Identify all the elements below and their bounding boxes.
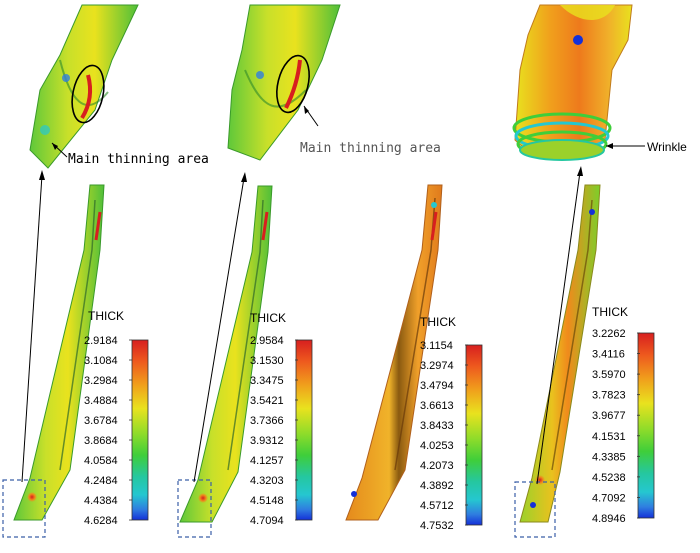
scale-2-tick-label: 3.5421 (250, 395, 284, 407)
scale-2-tick-label: 3.1530 (250, 355, 284, 367)
scale-4-tick-label: 3.9677 (592, 410, 626, 422)
scale-1-tick-label: 4.0584 (84, 455, 118, 467)
color-scale-3: THICK 3.1154 3.2974 3.4794 3.6613 3.8433 4.02… (420, 315, 483, 532)
scale-4-tick-label: 4.3385 (592, 451, 626, 463)
rod-4 (519, 184, 601, 523)
scale-3-tick-label: 4.5712 (420, 500, 454, 512)
scale-2-tick-label: 4.3203 (250, 475, 284, 487)
rod-1 (13, 184, 105, 521)
dashed-box-1 (2, 479, 46, 538)
scale-3-tick-label: 3.4794 (420, 380, 454, 392)
rod-2 (179, 185, 273, 523)
zoom-view-1 (29, 4, 139, 169)
scale-4-tick-label: 4.7092 (592, 492, 626, 504)
scale-2-tick-label: 3.7366 (250, 415, 284, 427)
scale-3-tick-label: 4.7532 (420, 520, 454, 532)
scale-1-tick-label: 2.9184 (84, 335, 118, 347)
label-wrinkle: Wrinkle (647, 140, 687, 154)
rod-3 (345, 184, 443, 521)
scale-2-tick-label: 2.9584 (250, 335, 284, 347)
scale-1-tick-label: 3.1084 (84, 355, 118, 367)
scale-1-tick-label: 4.4384 (84, 495, 118, 507)
scale-3-tick-label: 4.0253 (420, 440, 454, 452)
zoom-view-2 (227, 4, 341, 161)
scale-3-tick-label: 4.3892 (420, 480, 454, 492)
scale-1-tick-label: 4.6284 (84, 515, 118, 527)
scale-title-1: THICK (88, 309, 124, 323)
scale-3-tick-label: 4.2073 (420, 460, 454, 472)
color-scale-1: THICK 2.9184 3.1084 3.2984 3.4884 3.6784 3.86… (84, 309, 149, 527)
scale-3-tick-label: 3.1154 (420, 340, 453, 352)
scale-4-tick-label: 3.4116 (592, 349, 625, 361)
label-thinning-1: Main thinning area (68, 152, 209, 167)
scale-2-tick-label: 4.7094 (250, 515, 284, 527)
label-thinning-2: Main thinning area (300, 141, 441, 156)
scale-title-4: THICK (592, 305, 628, 319)
leader-line-1 (21, 174, 43, 483)
scale-4-tick-label: 3.5970 (592, 369, 626, 381)
scale-4-tick-label: 4.1531 (592, 431, 626, 443)
thinning-ellipse-1 (71, 64, 105, 124)
scale-4-tick-label: 4.8946 (592, 513, 626, 525)
scale-2-tick-label: 3.3475 (250, 375, 284, 387)
scale-title-2: THICK (250, 311, 286, 325)
scale-1-tick-label: 3.2984 (84, 375, 118, 387)
zoom-view-4 (512, 4, 633, 161)
scale-3-tick-label: 3.8433 (420, 420, 454, 432)
scale-1-tick-label: 3.6784 (84, 415, 118, 427)
thinning-ellipse-2 (276, 54, 310, 114)
scale-2-tick-label: 4.5148 (250, 495, 284, 507)
color-scale-2: THICK 2.9584 3.1530 3.3475 3.5421 3.7366 3.93… (250, 311, 313, 527)
color-scale-4: THICK 3.2262 3.4116 3.5970 3.7823 3.9677 4.15… (592, 305, 655, 525)
scale-2-tick-label: 4.1257 (250, 455, 284, 467)
scale-4-tick-label: 4.5238 (592, 472, 626, 484)
leader-line-4 (536, 171, 581, 485)
scale-4-tick-label: 3.7823 (592, 390, 626, 402)
scale-3-tick-label: 3.2974 (420, 360, 454, 372)
scale-3-tick-label: 3.6613 (420, 400, 454, 412)
scale-2-tick-label: 3.9312 (250, 435, 284, 447)
scale-1-tick-label: 3.4884 (84, 395, 118, 407)
scale-1-tick-label: 4.2484 (84, 475, 118, 487)
scale-4-tick-label: 3.2262 (592, 328, 626, 340)
scale-1-tick-label: 3.8684 (84, 435, 118, 447)
dashed-box-4 (514, 481, 556, 538)
scale-title-3: THICK (420, 315, 456, 329)
leader-line-2 (193, 177, 245, 483)
